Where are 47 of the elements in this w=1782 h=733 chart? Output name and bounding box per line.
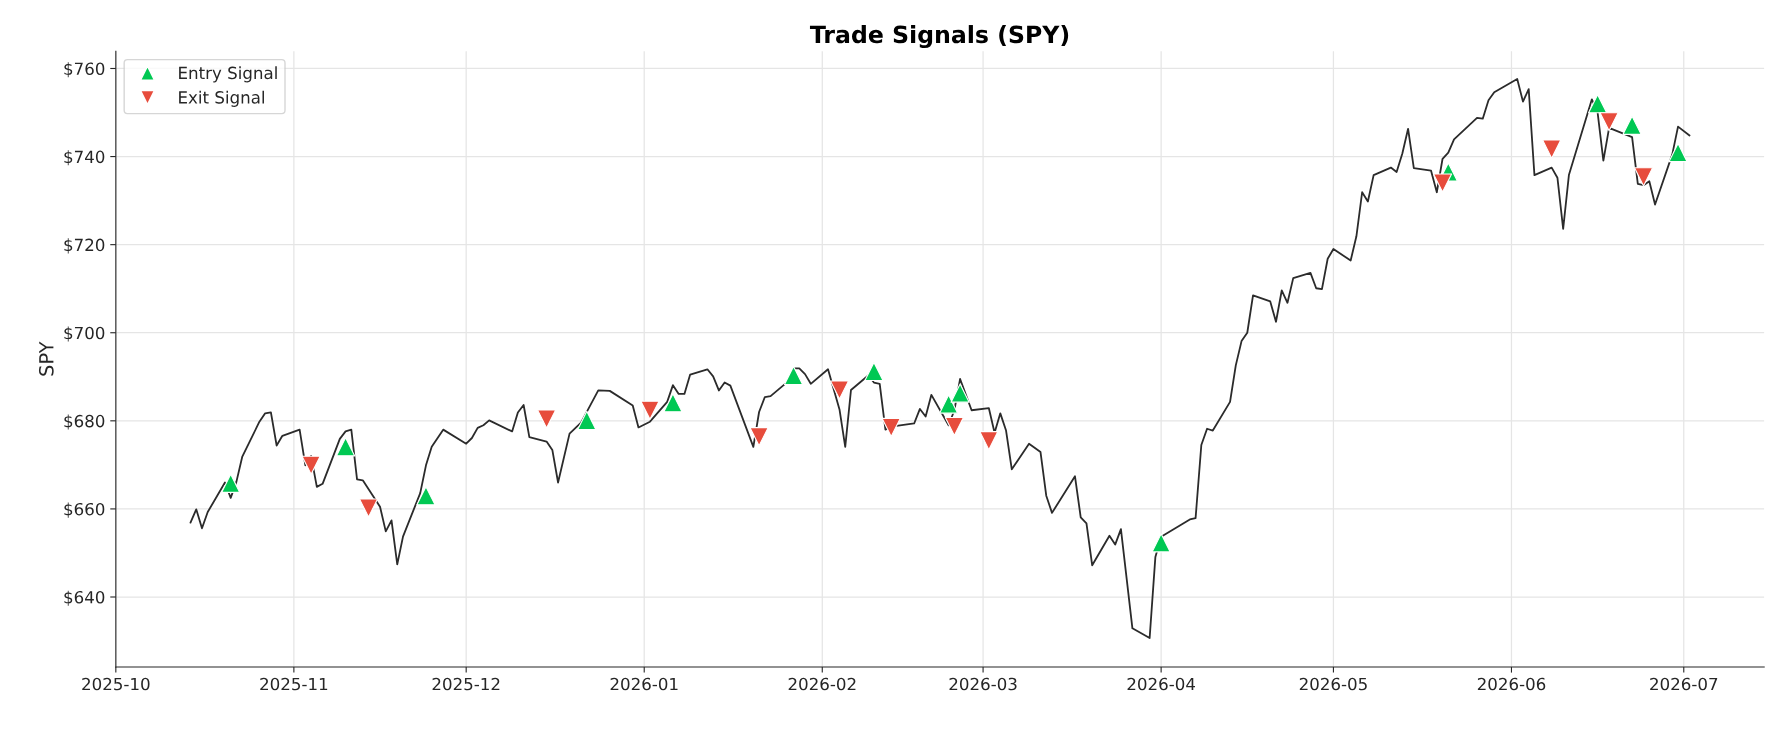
x-tick-label: 2026-06 (1477, 677, 1546, 691)
point (416, 486, 436, 506)
point (640, 400, 660, 420)
point (577, 410, 597, 430)
x-tick-label: 2026-02 (788, 677, 856, 691)
point (881, 417, 901, 438)
point (939, 394, 959, 414)
x-tick-label: 2026-04 (1127, 677, 1196, 691)
point (950, 383, 970, 403)
point (1432, 173, 1453, 193)
x-tick-label: 2025-12 (432, 677, 500, 691)
point (301, 455, 321, 475)
y-tick-label: $680 (64, 414, 105, 430)
y-tick-label: $760 (64, 62, 105, 78)
x-tick-label: 2026-03 (949, 677, 1017, 691)
x-tick-label: 2026-07 (1650, 677, 1718, 691)
y-tick-label: $720 (64, 238, 105, 254)
point (1633, 167, 1654, 187)
legend-label: Entry Signal (179, 66, 277, 83)
point (979, 431, 999, 451)
point (1622, 115, 1642, 135)
point (536, 409, 557, 429)
legend-label: Exit Signal (179, 90, 264, 107)
point (1588, 94, 1608, 114)
point (749, 427, 769, 447)
point (1542, 139, 1562, 159)
point (829, 380, 850, 400)
point (944, 416, 964, 437)
x-tick-label: 2026-05 (1299, 677, 1367, 691)
y-tick-label: $660 (64, 502, 105, 518)
point (221, 473, 241, 493)
point (1151, 533, 1171, 553)
x-tick-label: 2025-10 (82, 677, 150, 691)
point (783, 365, 804, 386)
chart-title: Trade Signals (SPY) (809, 25, 1069, 49)
y-tick-label: $640 (64, 590, 105, 606)
point (864, 361, 884, 382)
point (1668, 142, 1688, 163)
point (335, 437, 356, 457)
y-tick-label: $700 (64, 326, 105, 342)
x-tick-label: 2025-11 (260, 677, 328, 691)
point (663, 393, 683, 413)
y-axis-title: SPY (38, 341, 54, 376)
x-tick-label: 2026-01 (610, 677, 678, 691)
point (358, 498, 379, 518)
y-tick-label: $740 (64, 150, 105, 166)
point (1599, 112, 1619, 132)
